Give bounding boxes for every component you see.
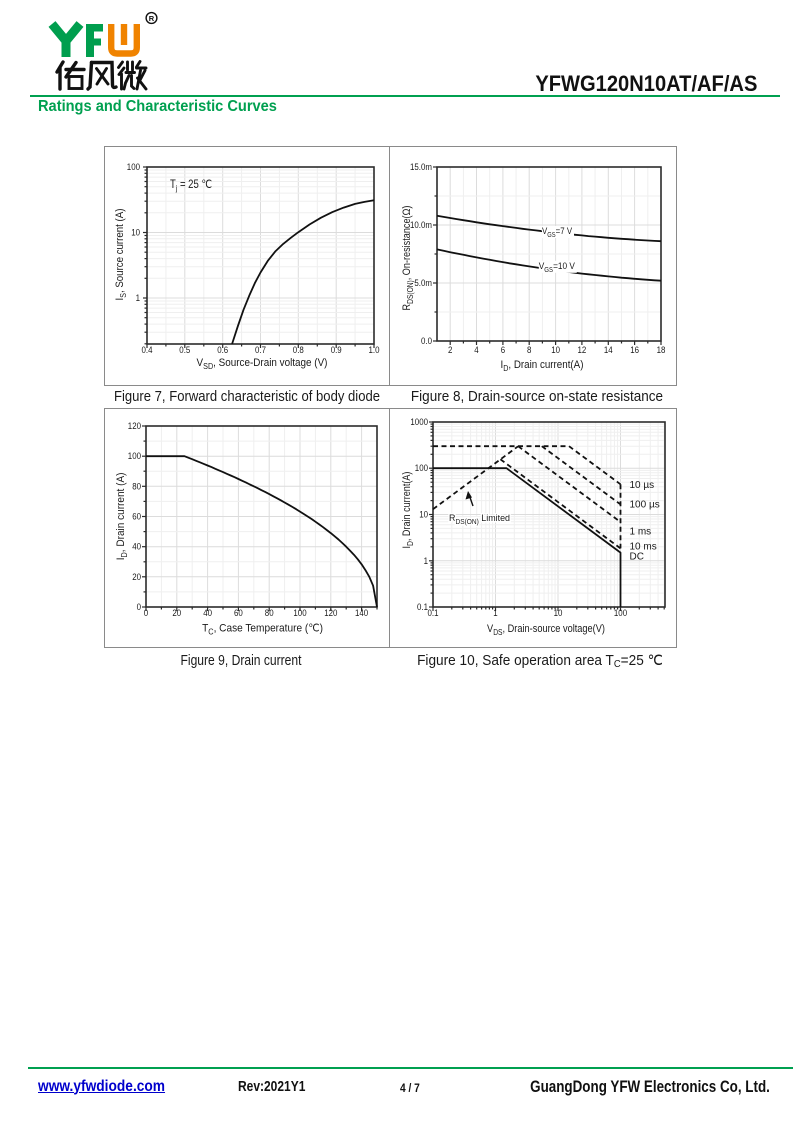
svg-text:VDS, Drain-source voltage(V): VDS, Drain-source voltage(V) <box>487 623 605 637</box>
svg-text:0.9: 0.9 <box>331 345 342 356</box>
svg-text:0.7: 0.7 <box>255 345 266 356</box>
svg-text:0.4: 0.4 <box>141 345 152 356</box>
svg-text:60: 60 <box>234 608 243 619</box>
svg-text:60: 60 <box>132 511 141 522</box>
svg-text:16: 16 <box>630 345 639 356</box>
svg-text:10.0m: 10.0m <box>410 220 432 231</box>
svg-text:20: 20 <box>172 608 181 619</box>
svg-text:10: 10 <box>131 227 140 238</box>
svg-text:0: 0 <box>144 608 149 619</box>
svg-text:20: 20 <box>132 571 141 582</box>
svg-text:100: 100 <box>415 463 428 474</box>
svg-text:1: 1 <box>136 293 141 304</box>
svg-text:80: 80 <box>265 608 274 619</box>
svg-text:DC: DC <box>630 552 644 563</box>
svg-text:VGS=10 V: VGS=10 V <box>539 260 575 274</box>
svg-text:TC, Case Temperature (℃): TC, Case Temperature (℃) <box>202 622 323 636</box>
svg-text:ID, Drain current(A): ID, Drain current(A) <box>401 472 415 549</box>
svg-text:100: 100 <box>293 608 306 619</box>
svg-text:100: 100 <box>614 608 627 619</box>
svg-text:0: 0 <box>137 602 142 613</box>
svg-text:1: 1 <box>424 555 429 566</box>
svg-text:40: 40 <box>132 541 141 552</box>
svg-text:14: 14 <box>604 345 613 356</box>
svg-text:VGS=7 V: VGS=7 V <box>542 225 572 239</box>
svg-text:R: R <box>149 14 155 23</box>
svg-text:8: 8 <box>527 345 532 356</box>
svg-text:0.1: 0.1 <box>417 602 428 613</box>
svg-text:0.6: 0.6 <box>217 345 228 356</box>
svg-text:RDS(ON) Limited: RDS(ON) Limited <box>449 513 510 526</box>
svg-text:1.0: 1.0 <box>368 345 379 356</box>
svg-text:1: 1 <box>493 608 498 619</box>
svg-text:140: 140 <box>355 608 368 619</box>
svg-text:ID, Drain current(A): ID, Drain current(A) <box>501 360 584 374</box>
svg-text:0.0: 0.0 <box>421 336 432 347</box>
svg-text:Tj = 25 ℃: Tj = 25 ℃ <box>170 178 212 193</box>
svg-text:IS, Source current (A): IS, Source current (A) <box>115 209 129 301</box>
svg-text:10 µs: 10 µs <box>630 480 655 491</box>
svg-text:120: 120 <box>324 608 337 619</box>
svg-text:15.0m: 15.0m <box>410 162 432 173</box>
svg-text:10: 10 <box>419 509 428 520</box>
svg-text:10: 10 <box>551 345 560 356</box>
svg-text:120: 120 <box>128 421 141 432</box>
svg-text:VSD, Source-Drain voltage (V): VSD, Source-Drain voltage (V) <box>197 358 328 372</box>
svg-text:100 µs: 100 µs <box>630 500 660 511</box>
svg-text:40: 40 <box>203 608 212 619</box>
svg-text:0.5: 0.5 <box>179 345 190 356</box>
svg-text:6: 6 <box>501 345 506 356</box>
svg-text:RDS(ON), On-resistance(Ω): RDS(ON), On-resistance(Ω) <box>401 206 415 311</box>
svg-text:1 ms: 1 ms <box>630 527 652 538</box>
svg-text:2: 2 <box>448 345 453 356</box>
svg-text:ID, Drain current (A): ID, Drain current (A) <box>115 473 129 561</box>
svg-text:0.8: 0.8 <box>293 345 304 356</box>
svg-text:4: 4 <box>474 345 479 356</box>
svg-text:80: 80 <box>132 481 141 492</box>
svg-text:1000: 1000 <box>410 417 428 428</box>
svg-text:100: 100 <box>127 162 140 173</box>
svg-text:10 ms: 10 ms <box>630 542 657 553</box>
svg-text:12: 12 <box>577 345 586 356</box>
svg-text:5.0m: 5.0m <box>414 278 432 289</box>
svg-text:100: 100 <box>128 451 141 462</box>
svg-text:18: 18 <box>657 345 666 356</box>
svg-text:0.1: 0.1 <box>427 608 438 619</box>
svg-text:10: 10 <box>554 608 563 619</box>
